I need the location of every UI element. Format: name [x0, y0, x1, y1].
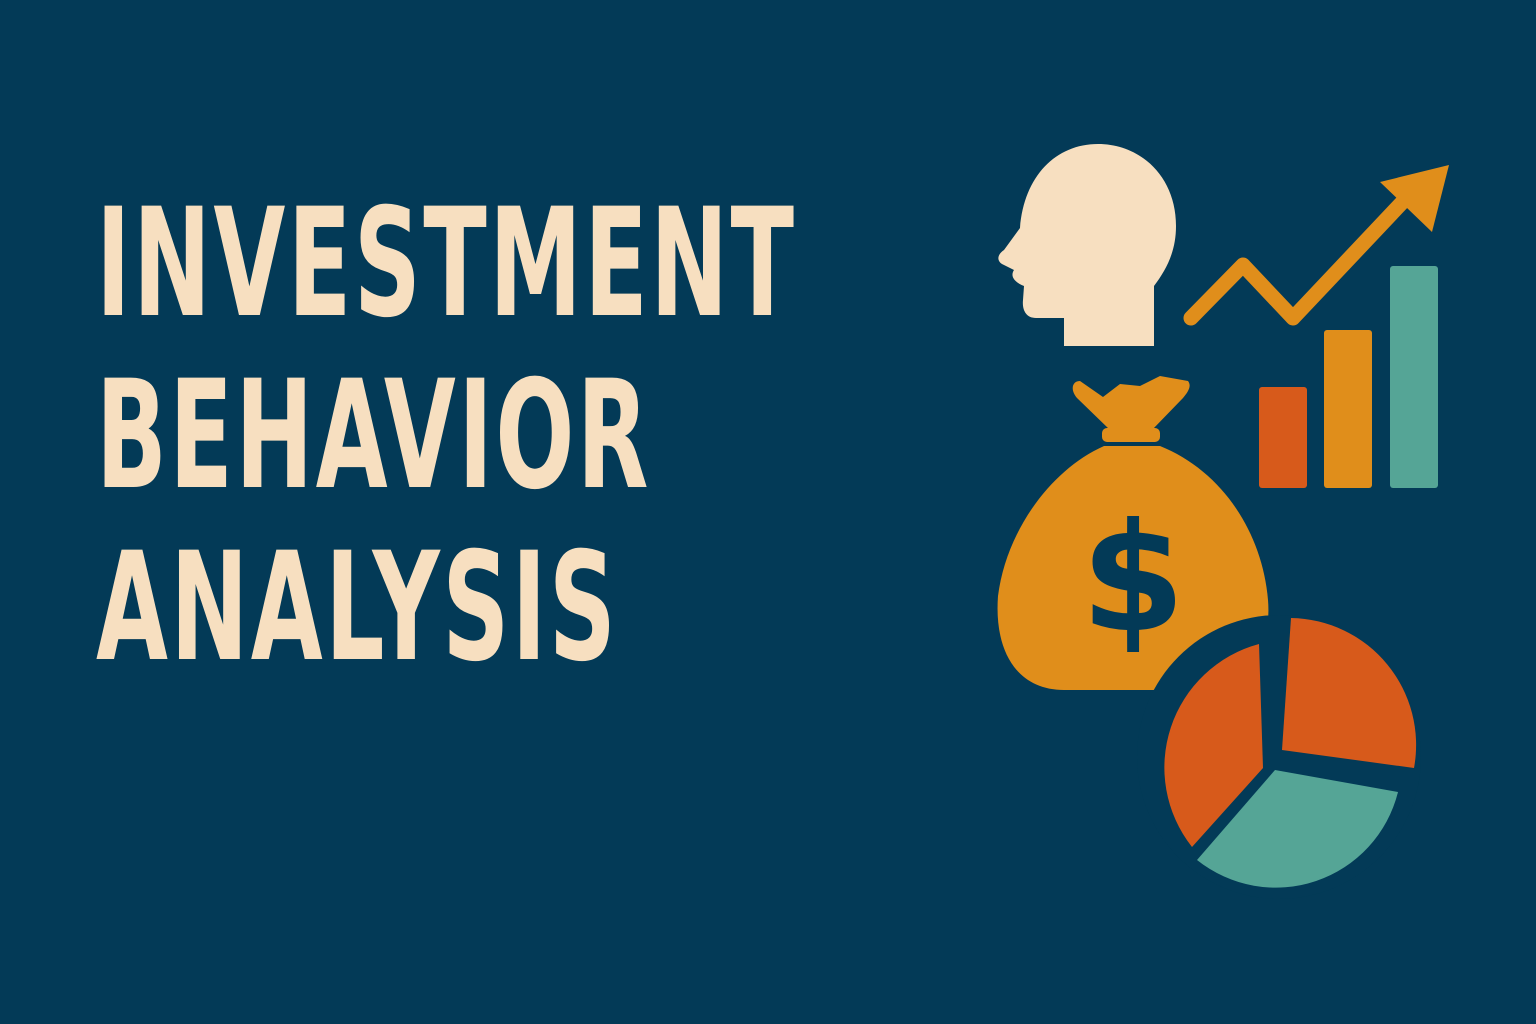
title-line-2: BEHAVIOR: [96, 349, 652, 523]
money-bag-icon: $: [997, 376, 1269, 690]
bar-1: [1259, 387, 1307, 488]
trend-arrow-icon: [1183, 165, 1449, 326]
pie-slice-orange-large: [1164, 644, 1263, 847]
head-silhouette-icon: [998, 144, 1176, 346]
pie-chart-icon: [1137, 615, 1421, 899]
title-line-3: ANALYSIS: [96, 521, 619, 695]
bar-3: [1390, 266, 1438, 488]
dollar-sign: $: [1081, 492, 1185, 666]
pie-slice-teal: [1197, 770, 1398, 888]
bar-chart-icon: [1259, 266, 1438, 488]
bar-2: [1324, 330, 1372, 488]
title-block: INVESTMENT BEHAVIOR ANALYSIS: [96, 178, 956, 694]
pie-slice-orange-small: [1282, 618, 1417, 768]
